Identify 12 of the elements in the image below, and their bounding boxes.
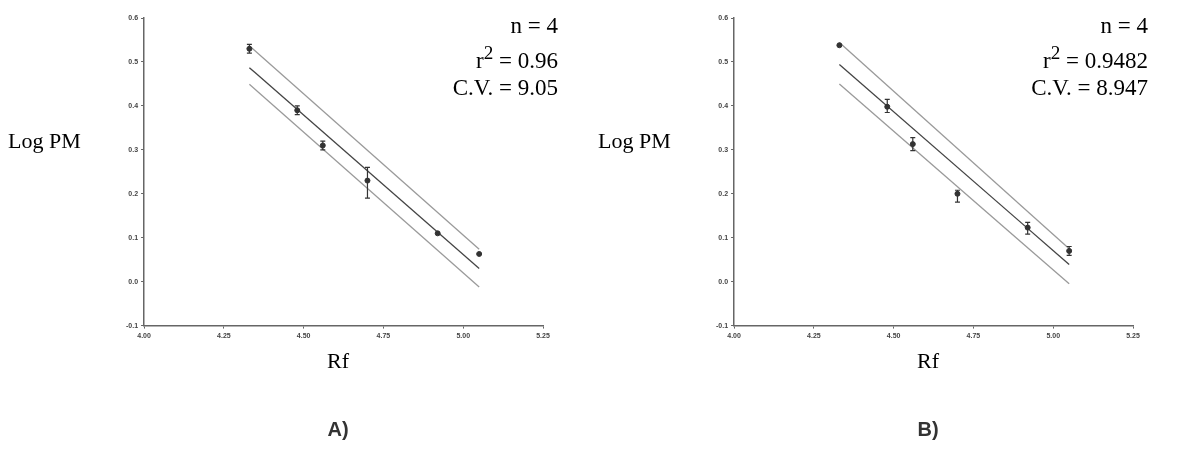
- x-axis-title: Rf: [326, 348, 350, 374]
- text: A): [326, 418, 350, 441]
- text: B): [916, 418, 940, 441]
- annotation: r$^{2}$ = 0.96: [475, 41, 558, 74]
- annotation: n = 4: [509, 12, 558, 39]
- y-axis-title: Log PM: [8, 128, 82, 154]
- annotation: n = 4: [1099, 12, 1148, 39]
- annotation: r$^{2}$ = 0.9482: [1042, 41, 1148, 74]
- annotation: C.V. = 8.947: [1031, 73, 1148, 101]
- y-axis-title: Log PM: [598, 128, 672, 154]
- x-axis-title: Rf: [916, 348, 940, 374]
- annotation: C.V. = 9.05: [452, 73, 558, 101]
